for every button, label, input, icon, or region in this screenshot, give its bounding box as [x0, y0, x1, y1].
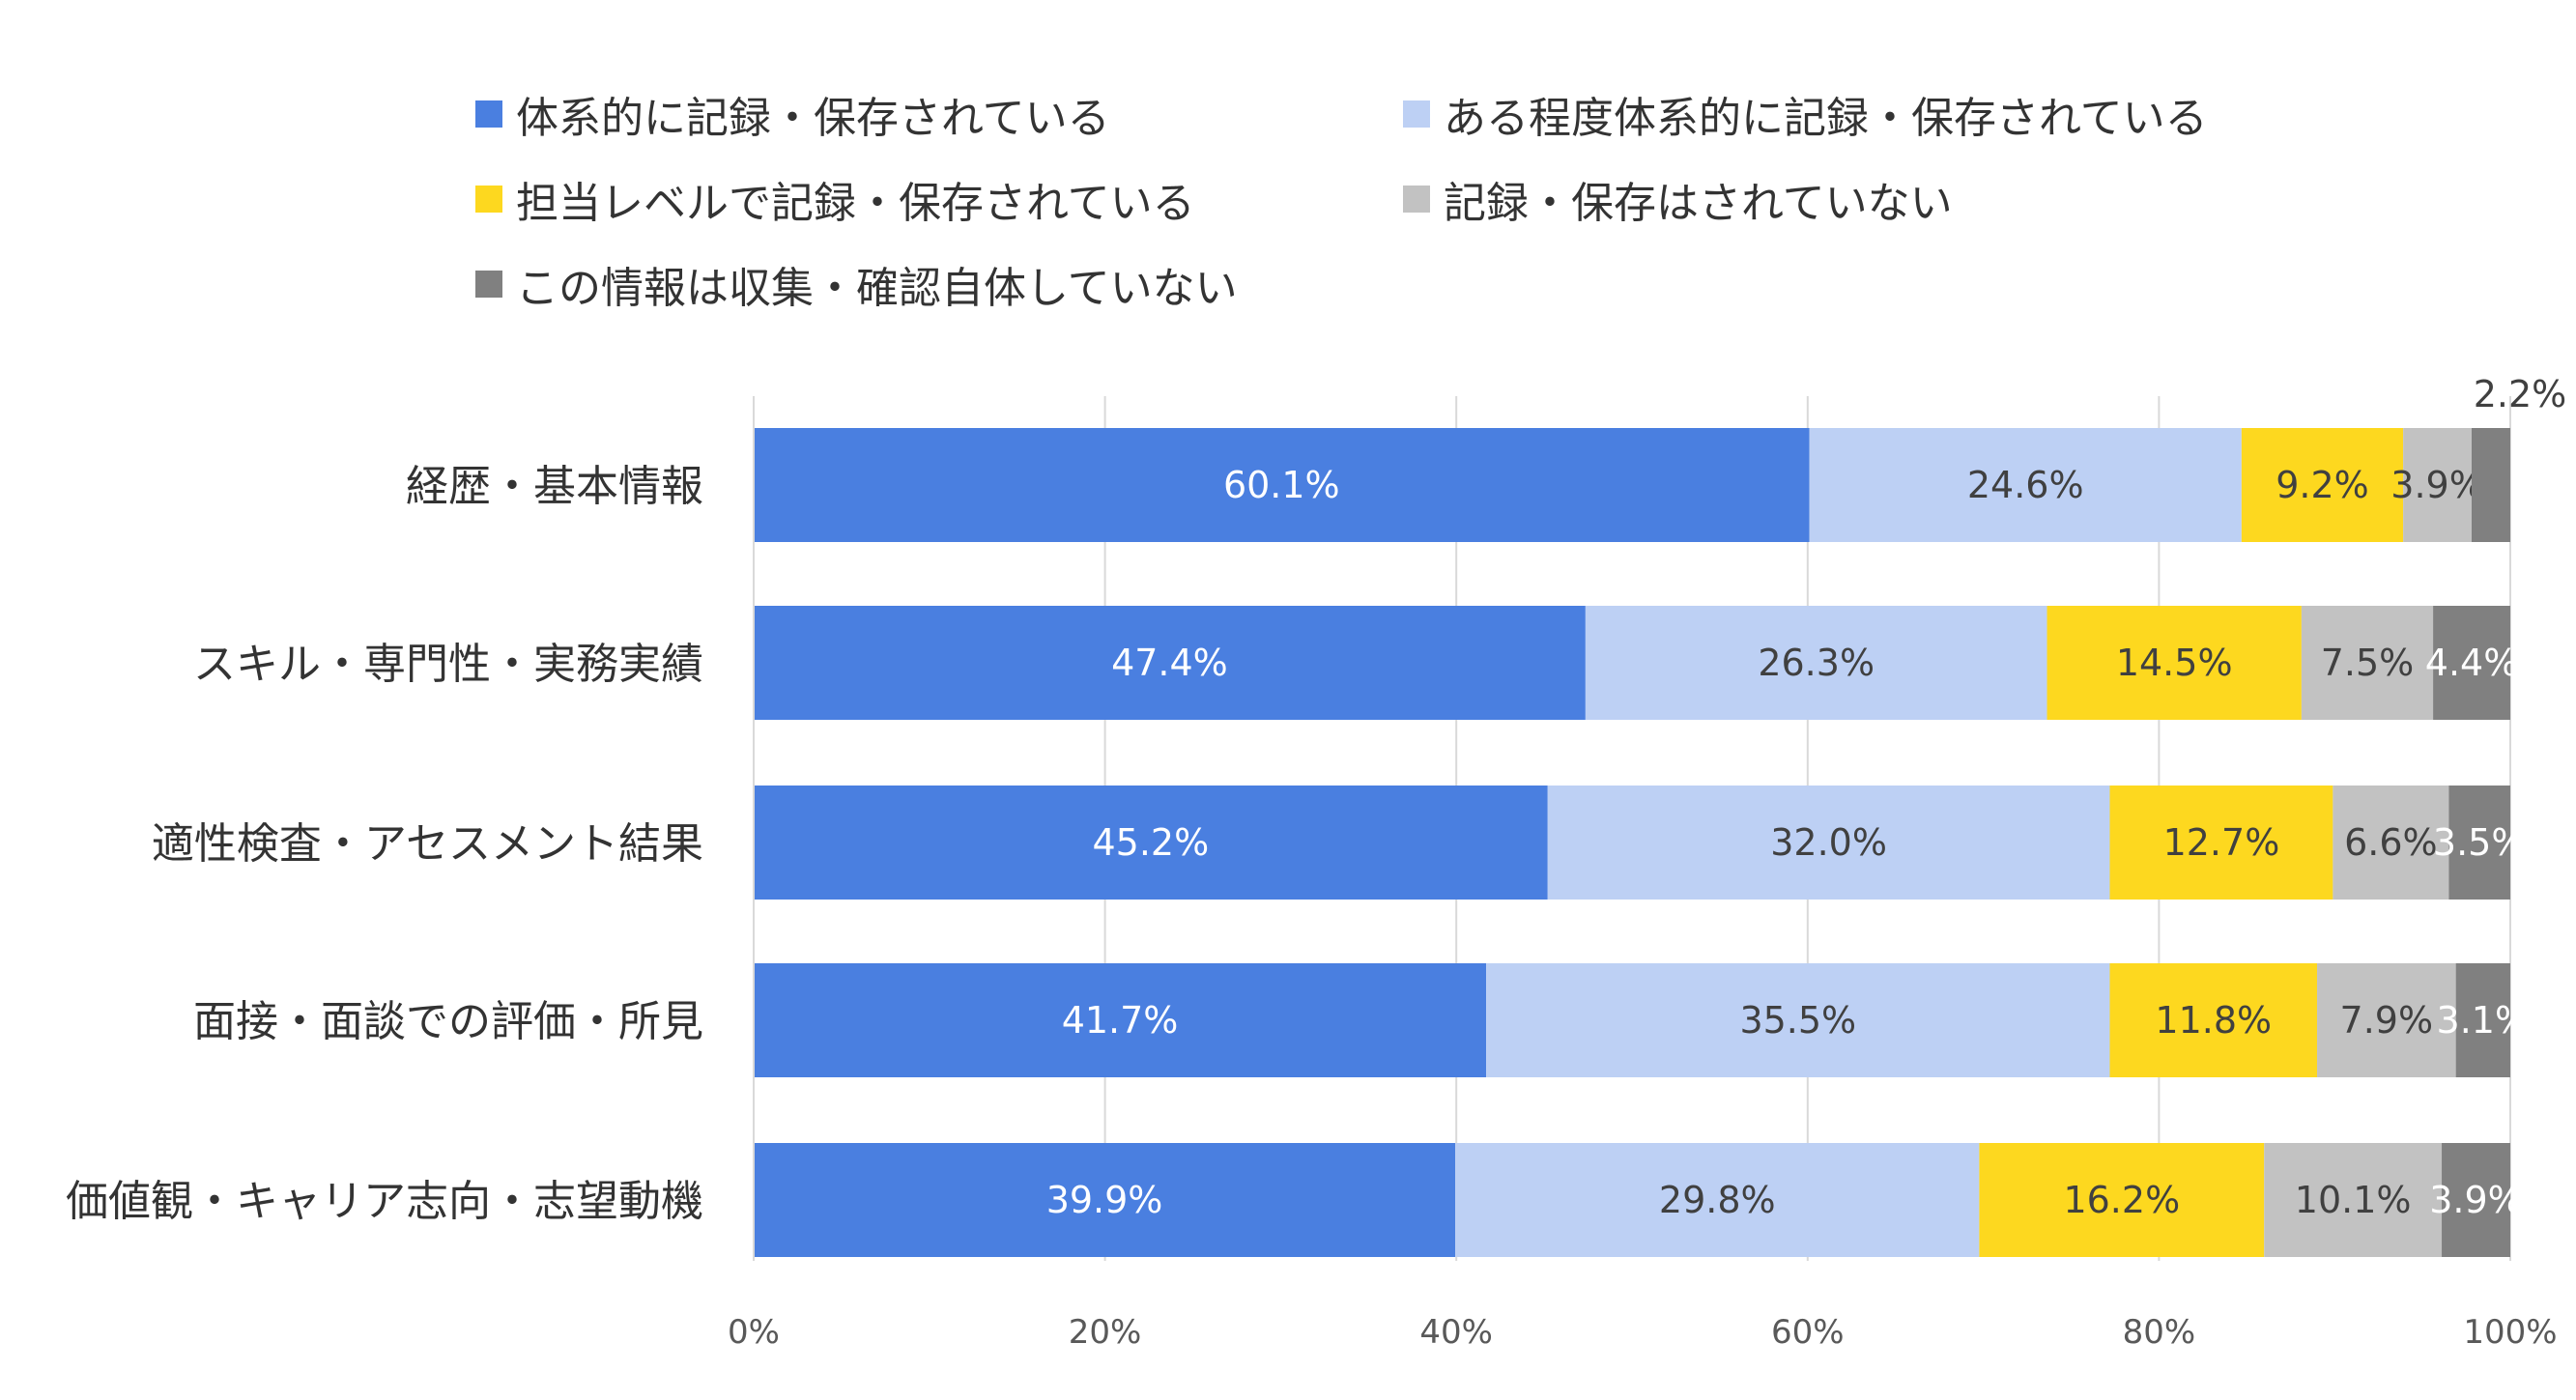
bar-segment: [2301, 606, 2434, 720]
bar-segment: [1455, 1143, 1980, 1257]
data-label: 26.3%: [1758, 642, 1875, 684]
data-label: 6.6%: [2344, 821, 2438, 864]
bar-segment: [2046, 606, 2302, 720]
bar-segment: [2264, 1143, 2443, 1257]
x-tick-label: 20%: [1069, 1313, 1142, 1352]
legend-swatch: [475, 186, 502, 213]
legend-item: ある程度体系的に記録・保存されている: [1403, 83, 2208, 145]
bar-segment: [2109, 963, 2318, 1077]
data-label: 2.2%: [2474, 373, 2567, 415]
category-label: 経歴・基本情報: [406, 462, 703, 511]
bar-segment: [1979, 1143, 2265, 1257]
bar-segment: [2333, 786, 2449, 900]
data-label: 60.1%: [1223, 464, 1340, 506]
bar-segment: [1809, 428, 2242, 542]
bar-segment: [1585, 606, 2047, 720]
bar-segment: [2472, 428, 2510, 542]
data-label: 9.2%: [2275, 464, 2369, 506]
bar-segment: [2403, 428, 2473, 542]
category-label: 面接・面談での評価・所見: [193, 997, 703, 1046]
x-tick-label: 60%: [1771, 1313, 1845, 1352]
legend-item: 担当レベルで記録・保存されている: [475, 168, 1195, 230]
data-label: 7.5%: [2321, 642, 2415, 684]
x-tick-label: 0%: [728, 1313, 780, 1352]
data-label: 39.9%: [1046, 1179, 1163, 1221]
data-label: 32.0%: [1770, 821, 1887, 864]
category-label: 適性検査・アセスメント結果: [152, 819, 703, 869]
data-label: 16.2%: [2063, 1179, 2180, 1221]
bar-segment: [754, 1143, 1456, 1257]
legend-item: 記録・保存はされていない: [1403, 168, 1953, 230]
data-label: 3.5%: [2433, 821, 2527, 864]
bar-segment: [754, 606, 1586, 720]
bar-segment: [2241, 428, 2404, 542]
data-label: 3.1%: [2437, 999, 2531, 1042]
legend-label: 担当レベルで記録・保存されている: [516, 179, 1195, 228]
data-label: 41.7%: [1062, 999, 1179, 1042]
legend-swatch: [475, 100, 502, 128]
data-label: 35.5%: [1739, 999, 1856, 1042]
data-label: 24.6%: [1967, 464, 2084, 506]
legend-item: この情報は収集・確認自体していない: [475, 253, 1238, 315]
bar-segment: [2317, 963, 2456, 1077]
category-label: 価値観・キャリア志向・志望動機: [66, 1177, 703, 1226]
bar-segment: [2448, 786, 2510, 900]
data-label: 14.5%: [2116, 642, 2233, 684]
category-label: スキル・専門性・実務実績: [193, 640, 703, 689]
data-label: 7.9%: [2340, 999, 2434, 1042]
bar-segment: [1486, 963, 2110, 1077]
legend-label: ある程度体系的に記録・保存されている: [1444, 94, 2208, 143]
bar-segment: [2433, 606, 2510, 720]
data-label: 45.2%: [1093, 821, 1210, 864]
legend-swatch: [1403, 100, 1430, 128]
data-label: 29.8%: [1659, 1179, 1776, 1221]
bar-segment: [754, 428, 1810, 542]
bar-segment: [754, 963, 1487, 1077]
bar-segment: [2442, 1143, 2510, 1257]
bar-segment: [2455, 963, 2510, 1077]
bar-segment: [754, 786, 1548, 900]
data-label: 3.9%: [2390, 464, 2484, 506]
data-label: 4.4%: [2425, 642, 2519, 684]
legend-swatch: [475, 271, 502, 298]
legend-label: 体系的に記録・保存されている: [516, 94, 1110, 143]
bar-segment: [2109, 786, 2333, 900]
bar-segment: [1547, 786, 2110, 900]
legend-item: 体系的に記録・保存されている: [475, 83, 1110, 145]
x-tick-label: 80%: [2123, 1313, 2196, 1352]
legend-swatch: [1403, 186, 1430, 213]
legend-label: この情報は収集・確認自体していない: [516, 264, 1238, 313]
x-tick-label: 100%: [2463, 1313, 2557, 1352]
data-label: 47.4%: [1111, 642, 1228, 684]
data-label: 3.9%: [2429, 1179, 2523, 1221]
x-tick-label: 40%: [1419, 1313, 1493, 1352]
data-label: 11.8%: [2155, 999, 2272, 1042]
legend-label: 記録・保存はされていない: [1444, 179, 1953, 228]
data-label: 10.1%: [2295, 1179, 2412, 1221]
data-label: 12.7%: [2163, 821, 2280, 864]
